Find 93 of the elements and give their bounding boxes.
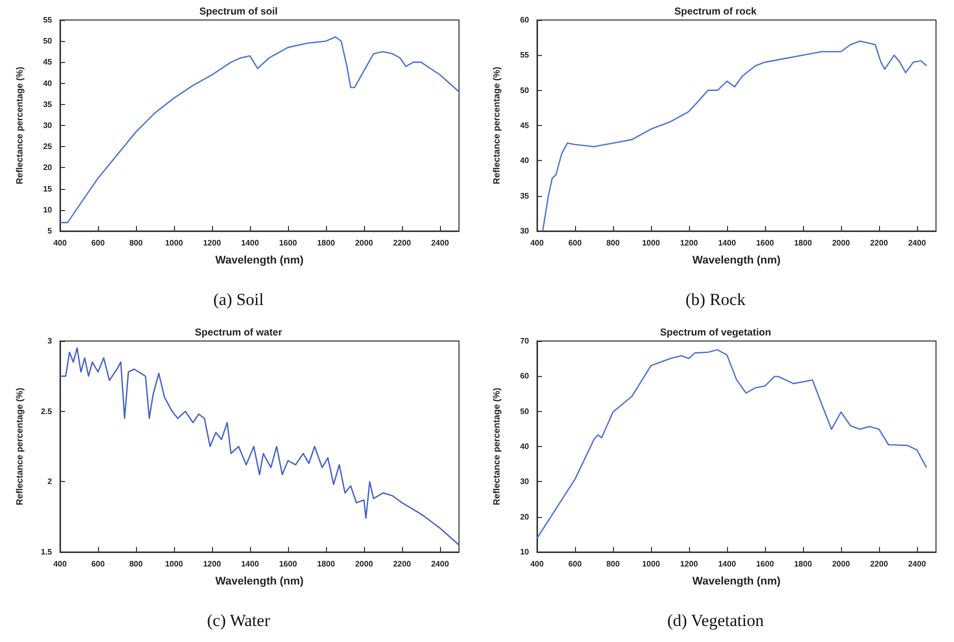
x-tick-label: 2200 <box>870 238 888 248</box>
x-tick-label: 2000 <box>832 560 850 568</box>
x-tick-label: 400 <box>53 238 68 248</box>
y-tick-label: 10 <box>43 205 53 214</box>
x-tick-label: 1600 <box>279 238 298 248</box>
text: (c) Water <box>207 611 270 630</box>
y-tick-label: 60 <box>520 372 530 381</box>
x-axis-title: Wavelength (nm) <box>692 254 781 266</box>
x-tick-label: 2000 <box>355 238 374 248</box>
x-axis-title: Wavelength (nm) <box>215 576 304 588</box>
x-tick-label: 2400 <box>431 238 450 248</box>
chart-title: Spectrum of water <box>194 328 282 338</box>
y-tick-label: 40 <box>520 442 530 451</box>
x-tick-label: 1600 <box>279 560 298 568</box>
y-tick-label: 30 <box>520 477 530 486</box>
y-tick-label: 40 <box>520 156 530 166</box>
x-tick-label: 800 <box>606 560 620 568</box>
y-tick-label: 2.5 <box>40 406 53 416</box>
y-tick-label: 5 <box>48 226 53 236</box>
x-tick-label: 1200 <box>680 238 698 248</box>
x-tick-label: 1200 <box>203 238 222 248</box>
y-tick-label: 55 <box>43 16 53 24</box>
x-tick-label: 600 <box>568 238 582 248</box>
x-tick-label: 2200 <box>870 560 888 568</box>
y-tick-label: 50 <box>520 86 530 95</box>
x-tick-label: 400 <box>530 238 544 248</box>
y-tick-label: 3 <box>48 336 53 346</box>
line-series <box>542 40 928 232</box>
x-tick-label: 1400 <box>718 560 736 568</box>
y-tick-label: 40 <box>43 78 53 88</box>
x-tick-label: 1200 <box>203 560 222 568</box>
x-tick-label: 800 <box>129 560 144 568</box>
y-tick-label: 55 <box>520 50 530 60</box>
line-series <box>59 347 460 546</box>
x-tick-label: 1800 <box>794 238 812 248</box>
x-tick-label: 600 <box>568 560 582 568</box>
y-axis-title: Reflectance percentage (%) <box>492 388 502 506</box>
x-tick-label: 400 <box>530 560 544 568</box>
y-tick-label: 35 <box>43 100 53 109</box>
x-tick-label: 1400 <box>718 238 736 248</box>
x-tick-label: 2000 <box>355 560 374 568</box>
chart-title: Spectrum of soil <box>199 6 278 18</box>
x-tick-label: 1800 <box>317 238 336 248</box>
y-tick-label: 60 <box>520 16 530 24</box>
chart-title: Spectrum of rock <box>674 6 758 18</box>
x-tick-label: 2400 <box>908 238 926 248</box>
x-tick-label: 1400 <box>241 560 260 568</box>
y-tick-label: 70 <box>520 336 530 346</box>
x-tick-label: 1800 <box>317 560 336 568</box>
y-axis-title: Reflectance percentage (%) <box>14 66 24 184</box>
y-axis-title: Reflectance percentage (%) <box>492 66 502 184</box>
y-tick-label: 45 <box>520 121 530 130</box>
y-tick-label: 15 <box>43 184 53 194</box>
y-tick-label: 35 <box>520 191 530 200</box>
text: (b) Rock <box>686 290 746 309</box>
y-tick-label: 2 <box>48 477 53 486</box>
x-tick-label: 1800 <box>794 560 812 568</box>
x-tick-label: 1400 <box>241 238 260 248</box>
y-axis-title: Reflectance percentage (%) <box>14 388 24 506</box>
y-tick-label: 50 <box>520 406 530 416</box>
chart-title: Spectrum of vegetation <box>660 328 772 338</box>
x-tick-label: 1000 <box>165 560 184 568</box>
y-tick-label: 1.5 <box>40 548 53 556</box>
x-tick-label: 2200 <box>393 238 412 248</box>
x-tick-label: 2400 <box>908 560 926 568</box>
x-tick-label: 800 <box>606 238 620 248</box>
y-tick-label: 50 <box>43 36 53 46</box>
x-tick-label: 600 <box>91 560 106 568</box>
text: (d) Vegetation <box>667 611 764 630</box>
x-tick-label: 400 <box>53 560 68 568</box>
y-tick-label: 45 <box>43 58 53 67</box>
x-tick-label: 1200 <box>680 560 698 568</box>
y-tick-label: 20 <box>520 512 530 522</box>
x-tick-label: 1600 <box>756 238 774 248</box>
x-tick-label: 1000 <box>642 560 660 568</box>
y-tick-label: 20 <box>43 163 53 172</box>
x-tick-label: 1600 <box>756 560 774 568</box>
x-tick-label: 2400 <box>431 560 450 568</box>
y-tick-label: 30 <box>43 121 53 130</box>
line-series <box>536 349 928 539</box>
x-tick-label: 2200 <box>393 560 412 568</box>
text: (a) Soil <box>213 290 264 309</box>
x-tick-label: 800 <box>129 238 144 248</box>
x-tick-label: 600 <box>91 238 106 248</box>
line-series <box>59 36 460 224</box>
x-tick-label: 1000 <box>165 238 184 248</box>
y-tick-label: 25 <box>43 142 53 152</box>
x-axis-title: Wavelength (nm) <box>215 254 304 266</box>
y-tick-label: 30 <box>520 226 530 236</box>
x-tick-label: 1000 <box>642 238 660 248</box>
y-tick-label: 10 <box>520 548 530 556</box>
x-axis-title: Wavelength (nm) <box>692 576 781 588</box>
x-tick-label: 2000 <box>832 238 850 248</box>
